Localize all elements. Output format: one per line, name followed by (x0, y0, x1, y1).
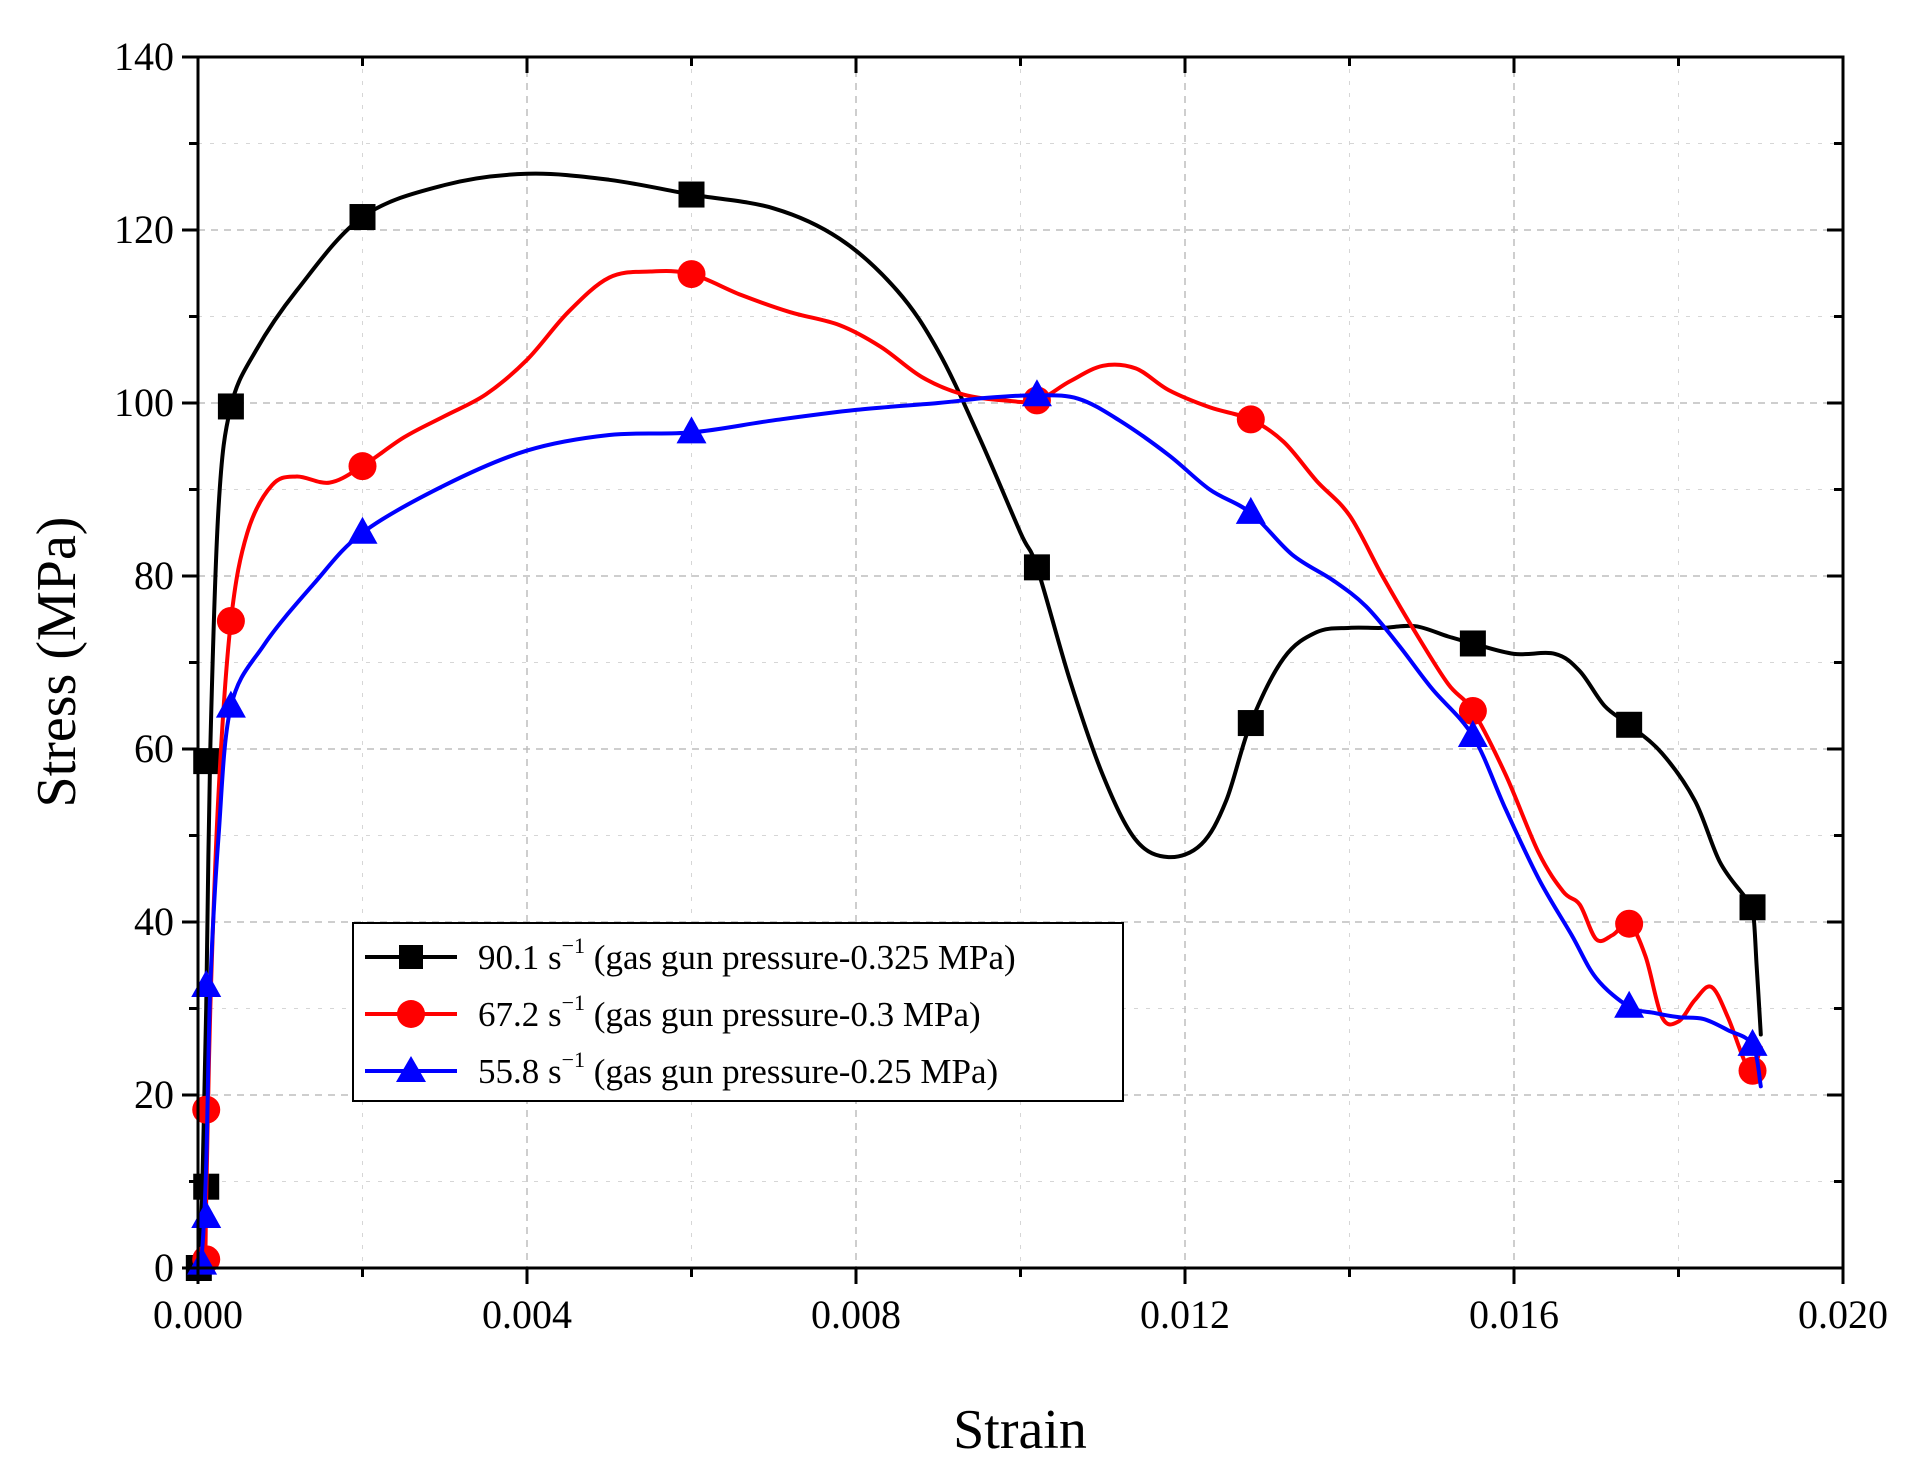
data-point-circle (1236, 405, 1265, 434)
data-point-triangle (676, 416, 707, 444)
data-point-triangle (215, 690, 246, 718)
data-point-triangle (1235, 496, 1266, 524)
y-tick-label: 0 (154, 1245, 174, 1290)
data-point-square (349, 204, 376, 231)
y-tick-label: 40 (134, 899, 174, 944)
legend-rate-blue: 55.8 s (478, 1052, 562, 1091)
legend-entry-black: 90.1 s−1 (gas gun pressure-0.325 MPa) (365, 933, 1016, 977)
axis-ticks (182, 55, 1845, 1284)
data-point-circle (216, 606, 245, 635)
y-tick-label: 140 (114, 34, 174, 79)
data-point-triangle (1021, 379, 1052, 407)
legend-box (352, 922, 1124, 1102)
data-point-square (1237, 710, 1264, 737)
legend-detail-red: (gas gun pressure-0.3 MPa) (585, 995, 981, 1034)
data-point-circle (1615, 909, 1644, 938)
legend-rate-black: 90.1 s (478, 938, 562, 977)
data-point-circle (1738, 1056, 1767, 1085)
data-point-square (1023, 554, 1050, 581)
tick-labels: 0 20 40 60 80 100 120 140 0.000 0.004 0.008 0.012 0.… (114, 34, 1888, 1337)
y-tick-label: 80 (134, 553, 174, 598)
series-line-triangle (196, 393, 1763, 1270)
x-tick-label: 0.020 (1798, 1292, 1888, 1337)
legend-marker-triangle (396, 1056, 426, 1082)
x-tick-label: 0.008 (811, 1292, 901, 1337)
data-series (185, 171, 1768, 1281)
data-point-circle (677, 260, 706, 289)
data-point-square (1616, 711, 1643, 738)
legend-marker-square (399, 945, 423, 969)
data-point-square (1459, 630, 1486, 657)
x-tick-label: 0.012 (1140, 1292, 1230, 1337)
y-tick-label: 120 (114, 207, 174, 252)
x-axis-title: Strain (953, 1399, 1087, 1461)
legend-entry-blue: 55.8 s−1 (gas gun pressure-0.25 MPa) (365, 1047, 998, 1091)
data-point-circle (348, 452, 377, 481)
y-tick-label: 20 (134, 1072, 174, 1117)
legend-marker-circle (397, 1000, 425, 1028)
data-point-triangle (1457, 720, 1488, 748)
legend-sup-red: −1 (562, 990, 585, 1015)
legend-detail-black: (gas gun pressure-0.325 MPa) (585, 938, 1016, 977)
legend: 90.1 s−1 (gas gun pressure-0.325 MPa) 67… (352, 922, 1124, 1102)
y-tick-label: 60 (134, 726, 174, 771)
data-point-triangle (1614, 990, 1645, 1018)
data-point-square (678, 181, 705, 208)
legend-sup-black: −1 (562, 933, 585, 958)
series-line-square (196, 171, 1763, 1270)
legend-entry-red: 67.2 s−1 (gas gun pressure-0.3 MPa) (365, 990, 981, 1034)
x-tick-label: 0.004 (482, 1292, 572, 1337)
data-point-square (217, 393, 244, 420)
legend-sup-blue: −1 (562, 1047, 585, 1072)
data-point-triangle (347, 516, 378, 544)
legend-label-black: 90.1 s−1 (gas gun pressure-0.325 MPa) (478, 933, 1016, 977)
legend-label-red: 67.2 s−1 (gas gun pressure-0.3 MPa) (478, 990, 981, 1034)
x-tick-label: 0.016 (1469, 1292, 1559, 1337)
y-axis-title: Stress (MPa) (26, 517, 88, 808)
legend-detail-blue: (gas gun pressure-0.25 MPa) (585, 1052, 998, 1091)
data-point-circle (1458, 696, 1487, 725)
x-tick-label: 0.000 (153, 1292, 243, 1337)
data-point-triangle (1737, 1028, 1768, 1056)
data-point-square (1739, 894, 1766, 921)
legend-label-blue: 55.8 s−1 (gas gun pressure-0.25 MPa) (478, 1047, 998, 1091)
y-tick-label: 100 (114, 380, 174, 425)
legend-rate-red: 67.2 s (478, 995, 562, 1034)
